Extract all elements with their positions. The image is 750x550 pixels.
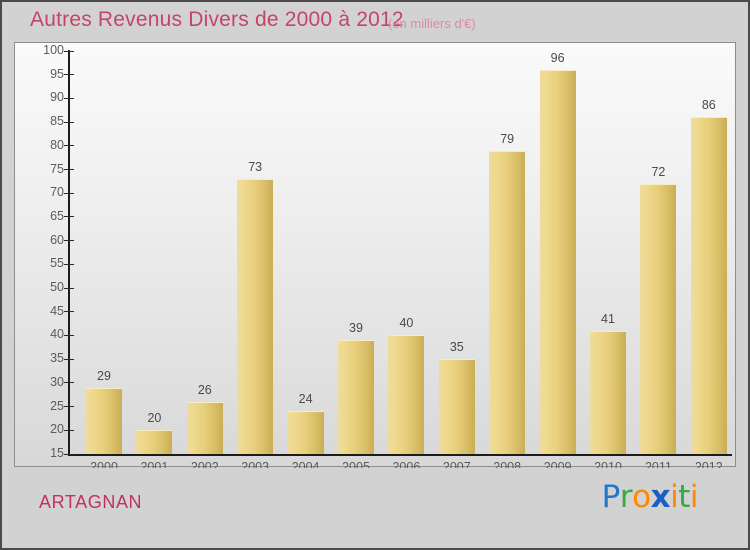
y-axis-labels: 15 20 25 30 35 40 45 50 55 60 65 70 75 80 85 90 95 100: [20, 2, 64, 467]
bar-value-label-2004: 24: [298, 392, 313, 407]
y-axis-tick: [64, 429, 74, 431]
y-axis-line: [68, 50, 70, 456]
bar-2007: [438, 359, 475, 454]
x-axis-line: [68, 454, 732, 456]
y-axis-tick-label: 15: [50, 446, 64, 460]
y-axis-tick: [64, 192, 74, 194]
chart-subtitle: (en milliers d'€): [388, 16, 476, 31]
bar-2004: [287, 411, 324, 454]
bar-value-label-2001: 20: [147, 411, 162, 426]
brand-letter-5: t: [678, 479, 690, 515]
bar-2006: [388, 335, 425, 454]
y-axis-tick-label: 55: [50, 256, 64, 271]
y-axis-tick: [64, 453, 74, 455]
bar-value-label-2010: 41: [601, 311, 615, 326]
bar-value-label-2002: 26: [197, 382, 212, 397]
y-axis-tick: [64, 169, 74, 171]
y-axis-tick-label: 85: [50, 114, 64, 129]
y-axis-tick-label: 40: [50, 327, 64, 342]
bar-value-label-2003: 73: [248, 160, 263, 174]
bar-2008: [489, 150, 526, 454]
bar-2011: [640, 183, 677, 454]
y-axis-tick-label: 20: [50, 422, 64, 437]
y-axis-tick: [64, 406, 74, 408]
proxiti-logo: Proxiti: [601, 479, 699, 515]
bar-value-label-2009: 96: [550, 50, 565, 65]
y-axis-tick-label: 95: [50, 66, 64, 81]
bar-value-label-2011: 72: [651, 164, 666, 179]
bar-2002: [186, 401, 223, 454]
bar-value-label-2008: 79: [500, 131, 515, 146]
y-axis-tick-label: 70: [50, 185, 64, 200]
brand-letter-2: o: [632, 479, 651, 515]
y-axis-tick-label: 30: [50, 374, 64, 389]
y-axis-tick: [64, 382, 74, 384]
bars-layer: 29 2000 20 2001 26 2002 73 2003 24 2004 39 2005 40 20…: [2, 2, 748, 474]
bar-2001: [136, 430, 173, 454]
y-axis-tick: [64, 50, 74, 52]
y-axis-tick-label: 75: [50, 161, 64, 176]
y-axis-tick: [64, 287, 74, 289]
y-axis-tick: [64, 145, 74, 147]
commune-name-label: ARTAGNAN: [39, 492, 143, 512]
bar-value-label-2005: 39: [349, 321, 363, 336]
bar-value-label-2007: 35: [449, 340, 464, 355]
bar-2000: [86, 387, 122, 454]
y-axis-tick: [64, 263, 74, 265]
y-axis-tick: [64, 240, 74, 242]
y-axis-tick-label: 80: [50, 137, 64, 152]
y-axis-tick: [64, 334, 74, 336]
bar-2009: [539, 69, 576, 454]
bar-2003: [237, 179, 274, 454]
y-axis-tick: [64, 97, 74, 99]
brand-letter-6: i: [689, 479, 699, 515]
bar-value-label-2012: 86: [701, 98, 716, 113]
brand-letter-1: r: [619, 479, 633, 515]
y-axis-tick-label: 25: [50, 398, 64, 413]
y-axis-tick: [64, 121, 74, 123]
brand-letter-4: i: [670, 479, 679, 515]
bar-value-label-2000: 29: [97, 368, 111, 383]
y-axis-tick: [64, 358, 74, 360]
y-axis-tick-label: 60: [50, 232, 64, 247]
y-axis-tick-label: 45: [50, 303, 64, 318]
y-axis-tick-label: 65: [50, 208, 64, 223]
bar-value-label-2006: 40: [399, 316, 414, 331]
bar-2005: [338, 340, 374, 454]
y-axis-tick: [64, 74, 74, 76]
bar-2010: [590, 330, 626, 454]
brand-letter-3: x: [650, 479, 671, 515]
y-axis-tick: [64, 311, 74, 313]
y-axis-tick-label: 50: [50, 280, 64, 295]
brand-letter-0: P: [601, 479, 621, 515]
chart-header: Autres Revenus Divers de 2000 à 2012 (en…: [2, 2, 748, 40]
y-axis-tick: [64, 216, 74, 218]
chart-footer: ARTAGNAN Proxiti: [2, 468, 748, 548]
y-axis-tick-label: 100: [43, 43, 64, 57]
page-title: Autres Revenus Divers de 2000 à 2012: [30, 8, 404, 31]
y-axis-tick-label: 90: [50, 90, 64, 105]
y-axis-tick-label: 35: [50, 351, 64, 366]
bar-2012: [690, 117, 727, 454]
